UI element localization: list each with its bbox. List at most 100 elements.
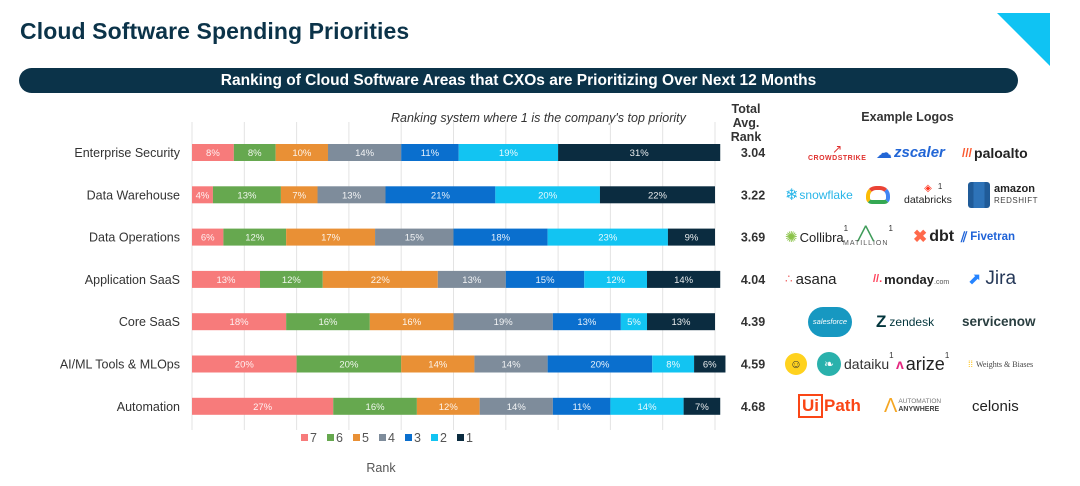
bar-segment-rank-3 — [401, 144, 459, 161]
bar-segment-rank-5 — [280, 186, 318, 204]
bar-segment-rank-3 — [505, 270, 585, 288]
bar-segment-rank-1 — [683, 397, 721, 415]
bar-segment-rank-3 — [453, 228, 548, 246]
legend-swatch-rank-6 — [327, 434, 334, 441]
avg-rank-value: 4.39 — [741, 315, 765, 329]
hugging-face-icon: ☺ — [785, 353, 807, 375]
wordmark: snowflake — [799, 187, 853, 202]
data-label: 12% — [439, 402, 459, 413]
wordmark: Collibra — [799, 229, 844, 245]
category-label: Application SaaS — [85, 273, 180, 287]
data-label: 22% — [371, 275, 391, 286]
bar-segment-rank-4 — [479, 397, 553, 415]
category-label: Core SaaS — [119, 315, 180, 329]
bar-segment-rank-6 — [233, 144, 276, 161]
legend-label: 7 — [310, 431, 317, 445]
bar-segment-rank-5 — [275, 144, 328, 161]
avg-rank-value: 3.04 — [741, 146, 765, 160]
legend-swatch-rank-3 — [405, 434, 412, 441]
bar-segment-rank-6 — [296, 355, 402, 373]
data-label: 8% — [248, 148, 262, 159]
wordmark-sub: ANYWHERE — [898, 406, 940, 414]
category-label: Data Warehouse — [87, 188, 180, 202]
salesforce-logo: salesforce — [808, 306, 852, 337]
bar-segment-rank-7 — [192, 355, 297, 373]
wordmark: CROWDSTRIKE — [808, 155, 867, 162]
bar-segment-rank-2 — [458, 144, 559, 161]
bar-segment-rank-5 — [416, 397, 480, 415]
bar-segment-rank-3 — [547, 355, 653, 373]
asana-icon: ∴ — [785, 272, 793, 287]
footnote-marker: 1 — [888, 224, 893, 234]
databricks-text: ◈ databricks — [904, 183, 952, 206]
crowdstrike-logo: ↗ CROWDSTRIKE — [808, 140, 866, 166]
collibra-icon: ✺ — [785, 229, 798, 247]
data-label: 20% — [235, 360, 255, 371]
aa-text: AUTOMATION ANYWHERE — [898, 398, 941, 414]
page-title: Cloud Software Spending Priorities — [20, 18, 410, 44]
data-label: 13% — [216, 275, 236, 286]
data-label: 15% — [405, 233, 425, 244]
legend-label: 1 — [466, 431, 473, 445]
data-label: 14% — [674, 275, 694, 286]
matillion-icon: ╱╲ — [857, 226, 874, 242]
legend-swatch-rank-1 — [457, 434, 464, 441]
data-label: 7% — [292, 190, 306, 201]
legend-label: 5 — [362, 431, 369, 445]
avg-rank-value: 3.69 — [741, 231, 765, 245]
data-label: 20% — [590, 360, 610, 371]
bar-segment-rank-7 — [192, 313, 287, 331]
bar-segment-rank-5 — [286, 228, 376, 246]
bar-segment-rank-1 — [667, 228, 715, 246]
bar-segment-rank-6 — [286, 313, 370, 331]
footnote-marker: 1 — [944, 351, 950, 360]
avg-rank-value: 4.04 — [741, 273, 765, 287]
data-label: 11% — [421, 148, 440, 159]
bar-segment-rank-6 — [259, 270, 323, 288]
bar-segment-rank-6 — [333, 397, 417, 415]
wordmark: servicenow — [962, 314, 1036, 330]
dbt-icon: ✖ — [913, 227, 928, 247]
dataiku-icon: ❧ — [817, 352, 841, 376]
dbt-logo: ✖ dbt — [913, 224, 954, 250]
category-label: AI/ML Tools & MLOps — [60, 358, 180, 372]
bar-segment-rank-6 — [223, 228, 287, 246]
wordmark: amazon — [994, 182, 1035, 195]
bar-segment-rank-4 — [317, 186, 386, 204]
salesforce-cloud: salesforce — [808, 306, 852, 337]
arize-icon: ʌ — [896, 356, 904, 372]
data-label: 20% — [538, 190, 558, 201]
bar-segment-rank-1 — [647, 313, 715, 331]
amazon-redshift-logo: amazon REDSHIFT — [968, 181, 1038, 208]
bar-segment-rank-1 — [694, 355, 726, 373]
legend-label: 4 — [388, 431, 395, 445]
databricks-logo: ◈ databricks 1 — [904, 182, 952, 208]
legend-swatch-rank-2 — [431, 434, 438, 441]
bar-segment-rank-4 — [327, 144, 402, 161]
wordmark: monday — [884, 271, 935, 287]
jira-logo: ⬈ Jira — [968, 266, 1016, 292]
data-label: 4% — [196, 190, 210, 201]
corner-accent-triangle — [997, 13, 1050, 66]
wordmark: celonis — [972, 397, 1019, 415]
data-label: 18% — [491, 233, 511, 244]
data-label: 13% — [462, 275, 482, 286]
bar-segment-rank-3 — [385, 186, 496, 204]
wordmark: zendesk — [889, 314, 935, 329]
category-label: Enterprise Security — [74, 146, 180, 160]
bar-segment-rank-3 — [552, 313, 621, 331]
monday-com-logo: //. monday .com — [873, 266, 949, 292]
wordmark: Path — [824, 396, 861, 416]
wordmark: zscaler — [894, 144, 945, 161]
wordmark-sub: REDSHIFT — [994, 195, 1038, 205]
dataiku-logo: ❧ dataiku 1 — [817, 351, 894, 377]
data-label: 31% — [630, 148, 650, 159]
databricks-icon: ◈ — [924, 183, 932, 195]
data-label: 13% — [671, 317, 691, 328]
data-label: 14% — [507, 402, 527, 413]
x-axis-title: Rank — [366, 461, 396, 475]
chart-banner-title: Ranking of Cloud Software Areas that CXO… — [19, 68, 1018, 93]
monday-icon: //. — [873, 273, 883, 286]
bar-segment-rank-4 — [437, 270, 506, 288]
bar-segment-rank-6 — [212, 186, 281, 204]
